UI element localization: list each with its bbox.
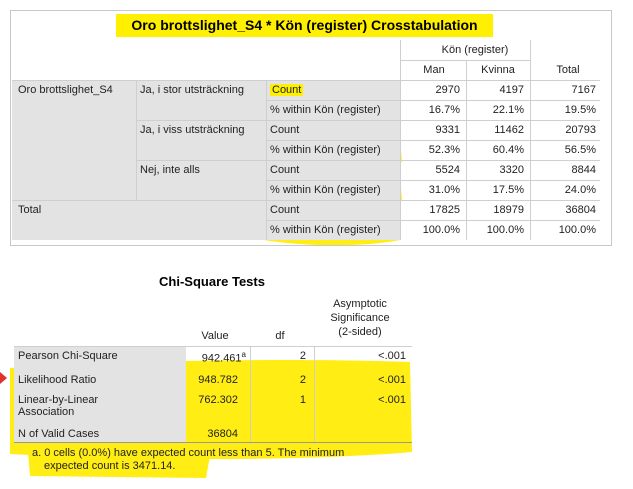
cell-value: 52.3%	[428, 144, 460, 156]
crosstab-title: Oro brottslighet_S4 * Kön (register) Cro…	[116, 14, 493, 37]
sig-header-line1: Asymptotic	[333, 298, 387, 310]
test-label: Pearson Chi-Square	[18, 350, 118, 362]
cell-value: 100.0%	[422, 224, 460, 236]
cell-value: 2970	[435, 84, 460, 96]
test-label-line2: Association	[18, 406, 75, 418]
category-label: Ja, i stor utsträckning	[140, 84, 244, 96]
cell-value: 5524	[435, 164, 460, 176]
test-df: 2	[299, 374, 306, 386]
cell-value: 100.0%	[558, 224, 596, 236]
total-label: Total	[18, 204, 42, 216]
cell-value: 24.0%	[564, 184, 596, 196]
test-value: 948.782	[198, 374, 238, 386]
cell-value: 19.5%	[564, 104, 596, 116]
footnote-line1: a. 0 cells (0.0%) have expected count le…	[32, 447, 345, 459]
stat-label-count: Count	[270, 204, 300, 216]
stat-label-pct: % within Kön (register)	[270, 144, 381, 156]
test-value: 36804	[207, 428, 238, 440]
test-value: 942.461a	[201, 350, 246, 365]
col-header-total: Total	[556, 64, 580, 76]
stat-label-count: Count	[270, 84, 304, 96]
cell-value: 100.0%	[486, 224, 524, 236]
group-header: Kön (register)	[441, 44, 509, 56]
chi-label-column	[14, 346, 186, 442]
cell-value: 16.7%	[428, 104, 460, 116]
test-sig: <.001	[378, 374, 406, 386]
cell-value: 11462	[494, 124, 524, 136]
cell-value: 20793	[565, 124, 596, 136]
stat-label-pct: % within Kön (register)	[270, 184, 381, 196]
chi-square-title: Chi-Square Tests	[159, 274, 265, 289]
footnote-marker: a	[241, 350, 246, 359]
stat-label-count: Count	[270, 124, 300, 136]
crosstab-frame	[10, 10, 612, 246]
cell-value: 56.5%	[564, 144, 596, 156]
row-marker-arrow	[0, 372, 7, 384]
cell-value: 4197	[499, 84, 524, 96]
stat-label-pct: % within Kön (register)	[270, 104, 381, 116]
cell-value: 31.0%	[428, 184, 460, 196]
cell-value: 17.5%	[492, 184, 524, 196]
header-corner	[12, 40, 400, 80]
test-df: 2	[299, 350, 306, 362]
test-label: N of Valid Cases	[18, 428, 100, 440]
cell-value: 22.1%	[492, 104, 524, 116]
cell-value: 9331	[435, 124, 460, 136]
cell-value: 3320	[499, 164, 524, 176]
stat-label-pct: % within Kön (register)	[270, 224, 381, 236]
row-variable-label: Oro brottslighet_S4	[18, 84, 113, 96]
value-header: Value	[201, 330, 229, 342]
cell-value: 17825	[429, 204, 460, 216]
test-df: 1	[299, 394, 306, 406]
test-label: Likelihood Ratio	[18, 374, 97, 386]
cell-value: 7167	[571, 84, 596, 96]
stat-label-count: Count	[270, 164, 300, 176]
sig-header-line2: Significance	[330, 312, 390, 324]
category-label: Nej, inte alls	[140, 164, 200, 176]
df-header: df	[275, 330, 285, 342]
cell-value: 8844	[571, 164, 596, 176]
col-header-man: Man	[423, 64, 445, 76]
col-header-kvinna: Kvinna	[481, 64, 515, 76]
cell-value: 18979	[493, 204, 524, 216]
footnote: a. 0 cells (0.0%) have expected count le…	[32, 447, 412, 473]
cell-value: 60.4%	[492, 144, 524, 156]
sig-header-line3: (2-sided)	[338, 326, 382, 338]
category-label: Ja, i viss utsträckning	[140, 124, 245, 136]
test-label-line1: Linear-by-Linear	[18, 394, 99, 406]
test-value: 762.302	[198, 394, 238, 406]
test-sig: <.001	[378, 350, 406, 362]
footnote-line2: expected count is 3471.14.	[44, 460, 176, 472]
test-sig: <.001	[378, 394, 406, 406]
cell-value: 36804	[565, 204, 596, 216]
